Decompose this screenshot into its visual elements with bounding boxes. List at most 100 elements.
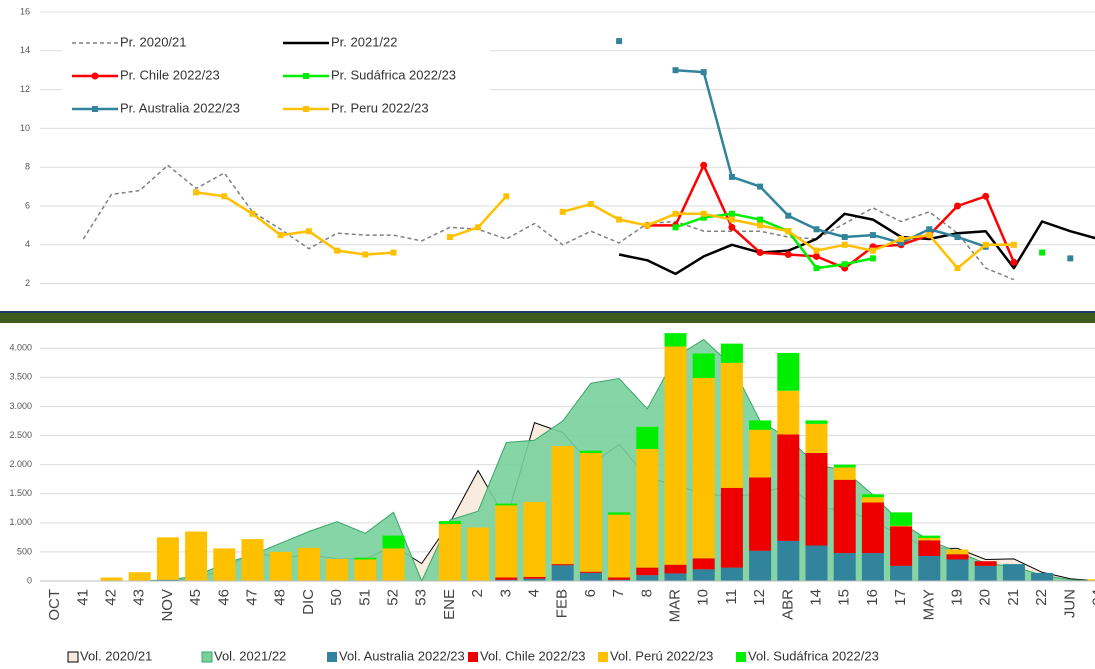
volume-bar	[946, 554, 969, 560]
x-tick-label: 52	[384, 589, 401, 606]
volume-bar	[579, 571, 602, 573]
price-marker	[757, 216, 764, 223]
volume-panel: 0 500 1.000 1.500 2.000 2.500 3.000 3.500 4.000 O…	[9, 333, 1095, 663]
legend-marker	[92, 106, 98, 112]
x-tick-label: 21	[1005, 589, 1022, 606]
volume-bar	[664, 333, 687, 347]
price-marker	[277, 232, 284, 239]
volume-bar	[467, 527, 490, 581]
volume-bar	[890, 565, 913, 581]
price-marker	[813, 226, 820, 233]
price-marker	[869, 255, 876, 262]
y-tick-label: 14	[20, 45, 30, 55]
price-marker	[587, 201, 594, 208]
y-tick-label: 1.500	[9, 488, 32, 498]
price-marker	[672, 224, 679, 231]
price-marker	[728, 216, 735, 223]
legend-label: Pr. Sudáfrica 2022/23	[331, 67, 456, 82]
y-tick-label: 1.000	[9, 517, 32, 527]
price-marker	[898, 235, 905, 242]
price-marker	[616, 216, 623, 223]
price-marker	[559, 208, 566, 215]
price-marker	[1039, 249, 1046, 256]
panel-divider	[0, 311, 1095, 323]
divider-edge	[0, 311, 1095, 313]
price-marker	[869, 247, 876, 254]
x-tick-label: 41	[74, 589, 91, 606]
volume-bar	[185, 531, 208, 581]
x-tick-label: OCT	[46, 589, 63, 621]
volume-bar	[156, 537, 179, 580]
legend-label: Vol. Australia 2022/23	[339, 648, 465, 663]
price-marker	[305, 228, 312, 235]
y-tick-label: 0	[27, 575, 32, 585]
price-marker	[869, 232, 876, 239]
x-tick-label: ABR	[779, 589, 796, 620]
volume-bar	[861, 502, 884, 554]
legend-label: Pr. 2021/22	[331, 34, 398, 49]
volume-bar	[636, 448, 659, 568]
volume-bar	[382, 548, 405, 581]
y-tick-label: 16	[20, 6, 30, 16]
y-tick-label: 4	[25, 239, 30, 249]
volume-bar	[354, 559, 377, 581]
price-marker	[813, 265, 820, 272]
volume-bar	[156, 579, 179, 581]
price-marker	[672, 67, 679, 74]
x-tick-label: 50	[328, 589, 345, 606]
price-marker	[700, 69, 707, 76]
volume-bar	[946, 549, 969, 555]
x-tick-label: ENE	[441, 589, 458, 620]
volume-bar	[918, 540, 941, 556]
volume-bar	[805, 423, 828, 453]
volume-bar	[495, 579, 518, 581]
price-marker	[700, 161, 708, 169]
volume-bar	[749, 429, 772, 478]
legend-label: Pr. Chile 2022/23	[120, 67, 220, 82]
volume-bar	[438, 521, 461, 524]
volume-bar	[918, 555, 941, 581]
volume-bar	[664, 346, 687, 565]
volume-bar	[551, 446, 574, 565]
y-tick-label: 3.500	[9, 372, 32, 382]
volume-bar	[833, 553, 856, 581]
price-marker	[813, 252, 820, 260]
legend-marker	[91, 72, 99, 80]
volume-bar	[523, 578, 546, 581]
volume-bar	[1031, 572, 1054, 581]
x-tick-label: MAY	[920, 589, 937, 620]
volume-bar	[495, 577, 518, 580]
x-tick-label: NOV	[159, 589, 176, 622]
volume-bar	[833, 464, 856, 468]
price-marker	[757, 183, 764, 190]
volume-bar	[777, 540, 800, 581]
legend-swatch	[598, 652, 608, 662]
volume-bar	[777, 352, 800, 391]
volume-bar	[241, 539, 264, 581]
volume-bar	[551, 565, 574, 581]
x-tick-label: 43	[131, 589, 148, 606]
legend-swatch	[468, 652, 478, 662]
price-marker	[898, 239, 905, 246]
price-marker	[926, 232, 933, 239]
volume-bar	[720, 487, 743, 568]
x-tick-label: 17	[892, 589, 909, 606]
price-marker	[785, 212, 792, 219]
price-marker	[644, 222, 651, 229]
x-tick-label: 4	[525, 589, 542, 597]
volume-bar	[805, 453, 828, 546]
x-tick-label: 19	[948, 589, 965, 606]
price-marker	[446, 234, 453, 241]
volume-bar	[297, 547, 320, 581]
price-line	[82, 164, 1015, 281]
legend-label: Vol. Sudáfrica 2022/23	[748, 648, 879, 663]
volume-bar	[777, 390, 800, 435]
price-line	[618, 212, 1095, 276]
price-marker	[334, 247, 341, 254]
price-marker	[813, 247, 820, 254]
volume-bar	[636, 575, 659, 581]
x-tick-label: 3	[497, 589, 514, 597]
price-marker	[193, 189, 200, 196]
volume-bar	[974, 561, 997, 566]
volume-bar	[636, 426, 659, 449]
